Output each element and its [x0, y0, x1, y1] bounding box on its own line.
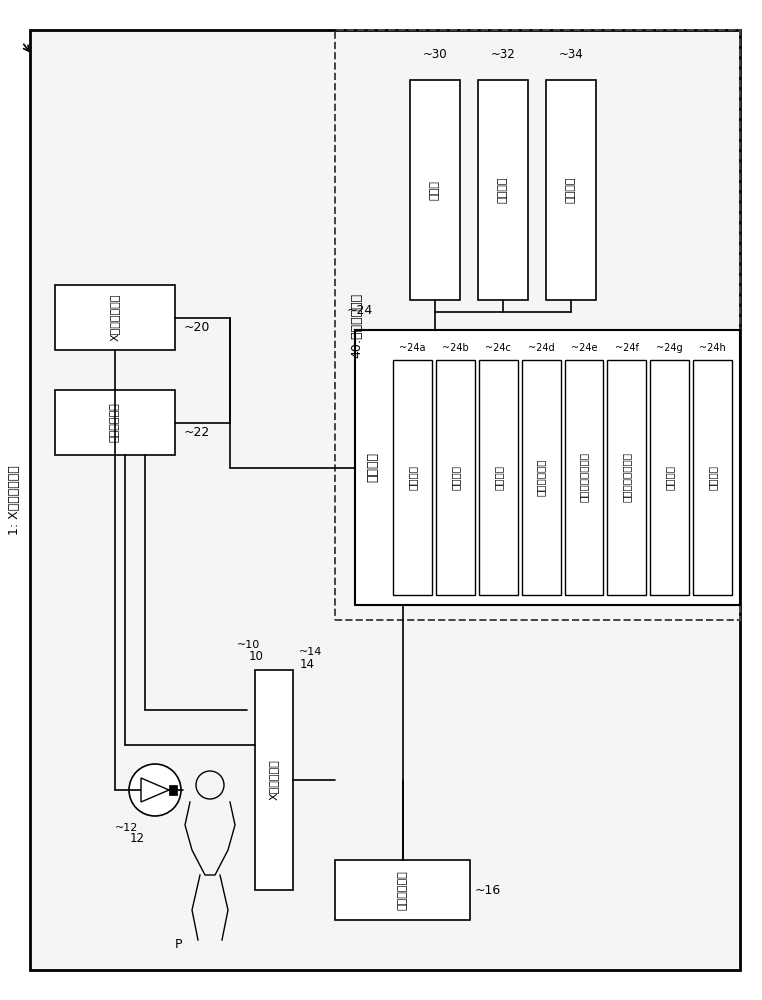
Bar — [522, 360, 561, 595]
Text: ~24: ~24 — [347, 304, 373, 316]
Text: 机构控制电路: 机构控制电路 — [110, 403, 120, 442]
Text: 1: X射线诊断装置: 1: X射线诊断装置 — [8, 465, 21, 535]
Bar — [565, 360, 604, 595]
Text: ~24c: ~24c — [485, 343, 511, 353]
Bar — [355, 330, 740, 605]
Text: ~24b: ~24b — [442, 343, 469, 353]
Bar — [478, 80, 528, 300]
Text: 指定功能: 指定功能 — [493, 465, 503, 490]
Bar — [169, 785, 177, 795]
Text: 叠加图像生成功能: 叠加图像生成功能 — [622, 452, 632, 502]
Bar — [693, 360, 732, 595]
Text: 12: 12 — [130, 832, 145, 844]
Bar — [55, 285, 175, 350]
Text: ~34: ~34 — [559, 48, 584, 62]
Text: ~24f: ~24f — [615, 343, 639, 353]
Text: 取得功能: 取得功能 — [450, 465, 460, 490]
Text: ~24e: ~24e — [571, 343, 597, 353]
Bar — [335, 30, 740, 620]
Text: ~20: ~20 — [184, 321, 210, 334]
Text: X射线控制电路: X射线控制电路 — [110, 294, 120, 341]
Text: ~22: ~22 — [184, 426, 210, 439]
Text: ~24d: ~24d — [528, 343, 555, 353]
Text: 处理电路: 处理电路 — [367, 452, 379, 483]
Text: ~30: ~30 — [423, 48, 447, 62]
Bar — [55, 390, 175, 455]
Bar — [410, 80, 460, 300]
Text: 图像取得电路: 图像取得电路 — [398, 870, 408, 910]
Text: 显示功能: 显示功能 — [708, 465, 718, 490]
Text: ~32: ~32 — [491, 48, 515, 62]
Bar — [393, 360, 432, 595]
Circle shape — [129, 764, 181, 816]
Bar — [255, 670, 293, 890]
Bar — [607, 360, 646, 595]
Text: 合成图像生成功能: 合成图像生成功能 — [579, 452, 589, 502]
Text: 显示器: 显示器 — [430, 180, 440, 200]
Text: ~24g: ~24g — [656, 343, 683, 353]
Bar — [546, 80, 596, 300]
Text: ~16: ~16 — [475, 884, 501, 896]
Text: ~10: ~10 — [236, 640, 260, 650]
Bar — [335, 860, 470, 920]
Bar — [650, 360, 689, 595]
Text: 40:图像处理装置: 40:图像处理装置 — [351, 292, 363, 358]
Text: 计算功能: 计算功能 — [664, 465, 674, 490]
Text: ~14: ~14 — [299, 647, 322, 657]
Text: P: P — [174, 938, 182, 952]
Text: 14: 14 — [299, 658, 315, 670]
Text: ~12: ~12 — [115, 823, 139, 833]
Bar — [479, 360, 517, 595]
Text: 重建功能: 重建功能 — [408, 465, 418, 490]
Polygon shape — [141, 778, 169, 802]
Text: 存储电路: 存储电路 — [566, 177, 576, 203]
Text: 10: 10 — [248, 650, 264, 664]
Text: ~24h: ~24h — [700, 343, 726, 353]
Text: X射线检测器: X射线检测器 — [269, 760, 279, 800]
Text: 输入电路: 输入电路 — [498, 177, 508, 203]
Text: 坐标设定功能: 坐标设定功能 — [536, 459, 546, 496]
Bar — [436, 360, 475, 595]
Text: ~24a: ~24a — [399, 343, 426, 353]
